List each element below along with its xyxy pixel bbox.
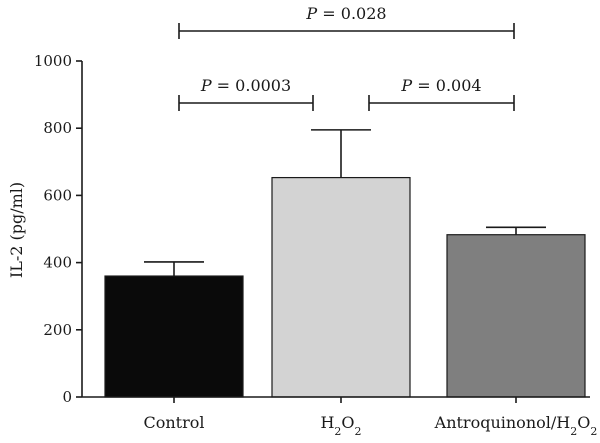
category-label-0: Control [143, 413, 204, 432]
y-tick-label: 1000 [34, 52, 72, 70]
bracket-line [368, 95, 515, 111]
p-value-label: P = 0.004 [400, 76, 481, 95]
comparison-1: P = 0.0003 [178, 76, 314, 111]
p-value-label: P = 0.0003 [200, 76, 291, 95]
p-value-label: P = 0.028 [305, 4, 386, 23]
y-tick-label: 0 [62, 388, 72, 406]
y-tick-label: 600 [43, 186, 72, 204]
comparison-0: P = 0.028 [178, 4, 515, 39]
x-axis: Control H2O2 Antroquinonol/H2O2 [82, 396, 598, 438]
bracket-line [178, 23, 515, 39]
category-label-2: Antroquinonol/H2O2 [434, 413, 598, 438]
bar-1 [271, 176, 411, 398]
category-label-1: H2O2 [320, 413, 361, 438]
significance-brackets: P = 0.028 P = 0.0003 P = 0.004 [178, 4, 515, 111]
y-tick-label: 800 [43, 119, 72, 137]
comparison-2: P = 0.004 [368, 76, 515, 111]
bracket-line [178, 95, 314, 111]
y-axis: 0 200 400 600 800 1000 [34, 52, 83, 406]
y-axis-title: IL-2 (pg/ml) [7, 182, 26, 278]
bar-0 [104, 275, 244, 398]
y-tick-label: 400 [43, 254, 72, 272]
y-tick-label: 200 [43, 321, 72, 339]
bar-2 [446, 234, 586, 398]
bars [104, 129, 586, 398]
